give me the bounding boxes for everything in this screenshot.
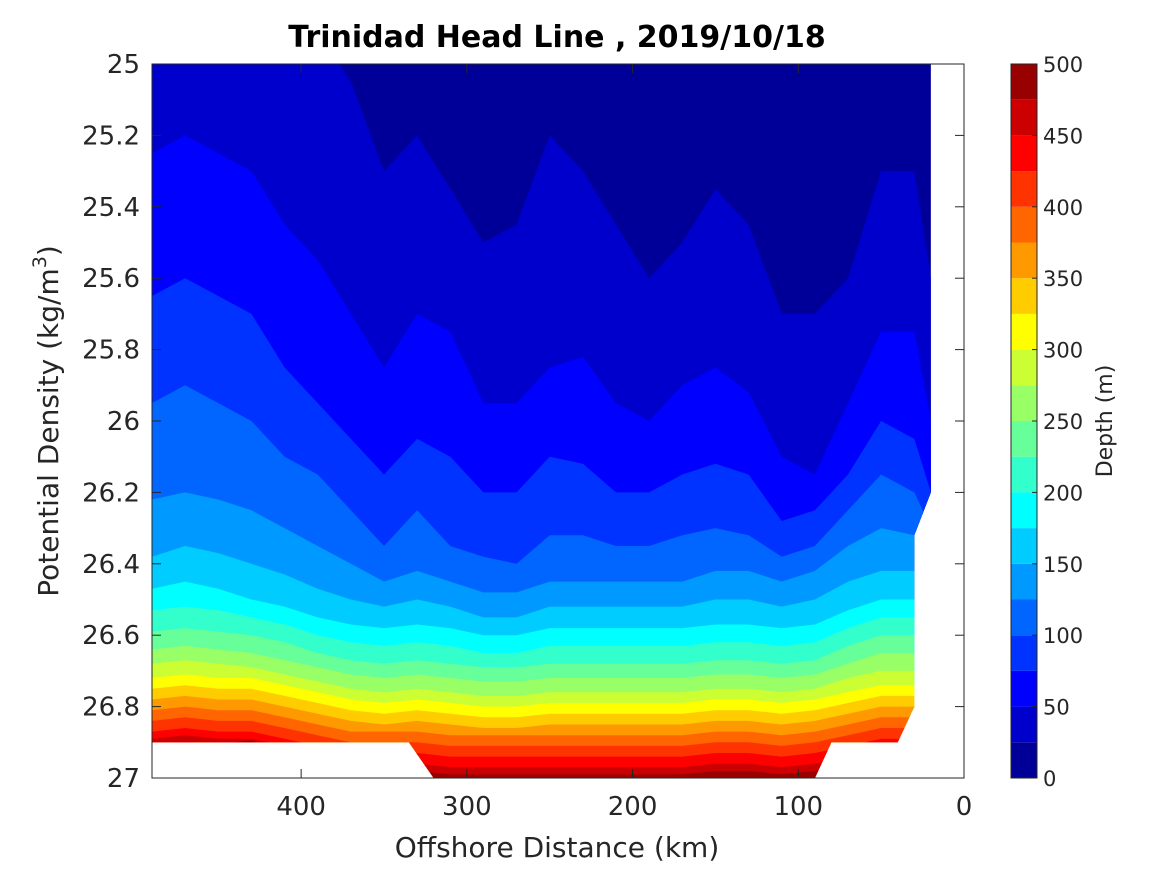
colorbar-band xyxy=(1011,706,1037,743)
colorbar-tick-label: 0 xyxy=(1043,767,1056,791)
colorbar-band xyxy=(1011,206,1037,243)
x-axis: 400 300 200 100 0 xyxy=(276,64,972,822)
y-tick-label: 25.6 xyxy=(82,264,140,294)
y-axis-label: Potential Density (kg/m3) xyxy=(29,245,65,597)
x-tick-label: 100 xyxy=(773,792,823,822)
colorbar-band xyxy=(1011,635,1037,671)
y-tick-label: 26.6 xyxy=(82,621,140,651)
x-axis-label: Offshore Distance (km) xyxy=(395,831,720,864)
colorbar-band xyxy=(1011,670,1037,707)
colorbar-tick-label: 250 xyxy=(1043,410,1083,434)
y-tick-label: 26.8 xyxy=(82,693,140,723)
colorbar-band xyxy=(1011,242,1037,279)
y-tick-label: 25.2 xyxy=(82,121,140,151)
colorbar-band xyxy=(1011,349,1037,386)
colorbar-band xyxy=(1011,421,1037,457)
colorbar-tick-label: 500 xyxy=(1043,53,1083,77)
colorbar-label: Depth (m) xyxy=(1093,365,1118,478)
colorbar-tick-label: 450 xyxy=(1043,124,1083,148)
colorbar-band xyxy=(1011,64,1037,100)
colorbar-tick-label: 200 xyxy=(1043,481,1083,505)
colorbar-tick-label: 50 xyxy=(1043,696,1070,720)
x-tick-label: 300 xyxy=(442,792,492,822)
colorbar-tick-label: 300 xyxy=(1043,339,1083,363)
colorbar-band xyxy=(1011,278,1037,314)
y-tick-label: 25.4 xyxy=(82,193,140,223)
y-tick-label: 26.2 xyxy=(82,478,140,508)
colorbar-band xyxy=(1011,742,1037,778)
colorbar-band xyxy=(1011,313,1037,350)
y-tick-label: 27 xyxy=(107,764,140,794)
colorbar-band xyxy=(1011,492,1037,529)
colorbar-band xyxy=(1011,385,1037,421)
x-tick-label: 0 xyxy=(956,792,973,822)
y-tick-label: 25.8 xyxy=(82,336,140,366)
y-axis-label-close: ) xyxy=(32,245,65,256)
colorbar-band xyxy=(1011,99,1037,136)
y-tick-label: 25 xyxy=(107,50,140,80)
colorbar-band xyxy=(1011,456,1037,493)
y-tick-label: 26.4 xyxy=(82,550,140,580)
y-axis-label-text: Potential Density (kg/m xyxy=(32,268,65,597)
x-tick-label: 200 xyxy=(608,792,658,822)
colorbar-tick-label: 150 xyxy=(1043,553,1083,577)
colorbar-band xyxy=(1011,563,1037,600)
colorbar-band xyxy=(1011,135,1037,172)
chart-title: Trinidad Head Line , 2019/10/18 xyxy=(288,20,825,55)
colorbar: 0 50 100 150 200 250 300 350 400 450 500 xyxy=(1010,53,1083,791)
colorbar-tick-label: 400 xyxy=(1043,196,1083,220)
y-axis-label-superscript: 3 xyxy=(29,256,51,268)
colorbar-band xyxy=(1011,599,1037,636)
y-axis: 25 25.2 25.4 25.6 25.8 26 26.2 26.4 26.6 26.8 27 xyxy=(82,50,964,794)
y-tick-label: 26 xyxy=(107,407,140,437)
contour-fills xyxy=(152,64,931,778)
colorbar-band xyxy=(1011,171,1037,207)
x-tick-label: 400 xyxy=(276,792,326,822)
colorbar-tick-label: 100 xyxy=(1043,624,1083,648)
colorbar-tick-label: 350 xyxy=(1043,267,1083,291)
colorbar-band xyxy=(1011,528,1037,564)
